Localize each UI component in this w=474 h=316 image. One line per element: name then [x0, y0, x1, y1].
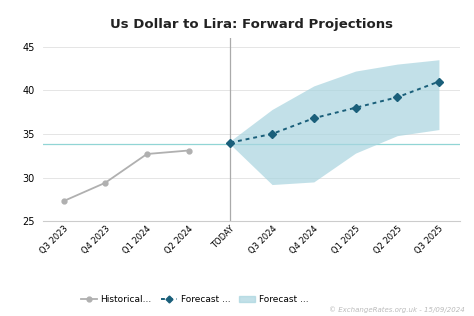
Text: © ExchangeRates.org.uk - 15/09/2024: © ExchangeRates.org.uk - 15/09/2024: [329, 306, 465, 313]
Legend: Historical..., Forecast ..., Forecast ...: Historical..., Forecast ..., Forecast ..…: [81, 295, 309, 304]
Title: Us Dollar to Lira: Forward Projections: Us Dollar to Lira: Forward Projections: [109, 18, 393, 31]
